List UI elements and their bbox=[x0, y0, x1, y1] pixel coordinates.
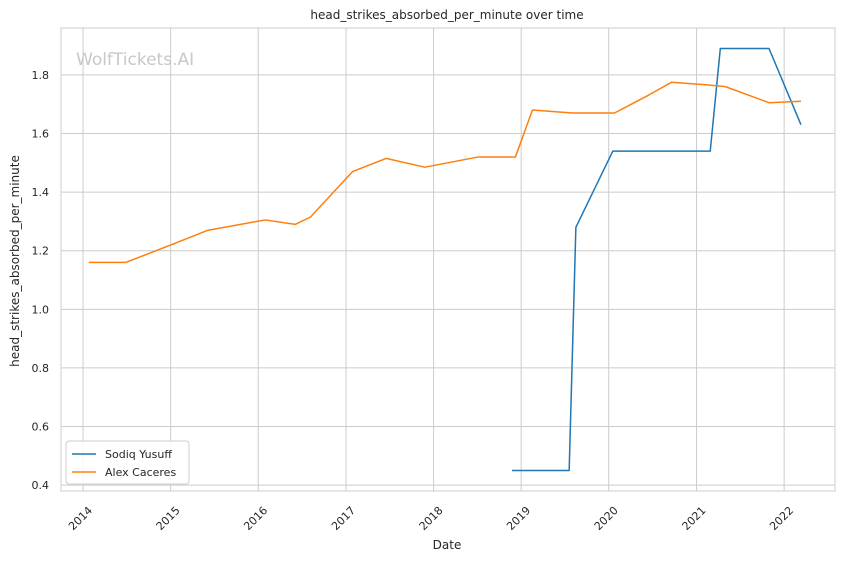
y-tick-label: 0.6 bbox=[32, 421, 50, 434]
y-tick-label: 0.4 bbox=[32, 479, 50, 492]
y-tick-label: 1.8 bbox=[32, 69, 50, 82]
legend-box bbox=[65, 440, 190, 485]
series-line-alex-caceres bbox=[88, 81, 801, 264]
y-tick-label: 1.2 bbox=[32, 245, 50, 258]
legend-label-sodiq-yusuff: Sodiq Yusuff bbox=[105, 448, 172, 461]
y-tick-label: 1.6 bbox=[32, 127, 50, 140]
y-tick-label: 0.8 bbox=[32, 362, 50, 375]
y-axis-ticks: 0.4 0.6 0.8 1.0 1.2 1.4 1.6 1.8 bbox=[32, 69, 50, 492]
legend-label-alex-caceres: Alex Caceres bbox=[105, 466, 176, 479]
x-axis-label: Date bbox=[433, 538, 462, 552]
chart-title: head_strikes_absorbed_per_minute over ti… bbox=[310, 8, 583, 22]
grid-lines bbox=[61, 28, 835, 491]
legend: Sodiq Yusuff Alex Caceres bbox=[65, 440, 190, 485]
plot-area-frame bbox=[60, 27, 836, 492]
series-line-sodiq-yusuff bbox=[512, 47, 802, 472]
y-tick-label: 1.0 bbox=[32, 303, 50, 316]
series-lines bbox=[88, 47, 802, 472]
y-axis-label: head_strikes_absorbed_per_minute bbox=[8, 155, 22, 367]
watermark-text: WolfTickets.AI bbox=[76, 50, 194, 70]
y-tick-label: 1.4 bbox=[32, 186, 50, 199]
